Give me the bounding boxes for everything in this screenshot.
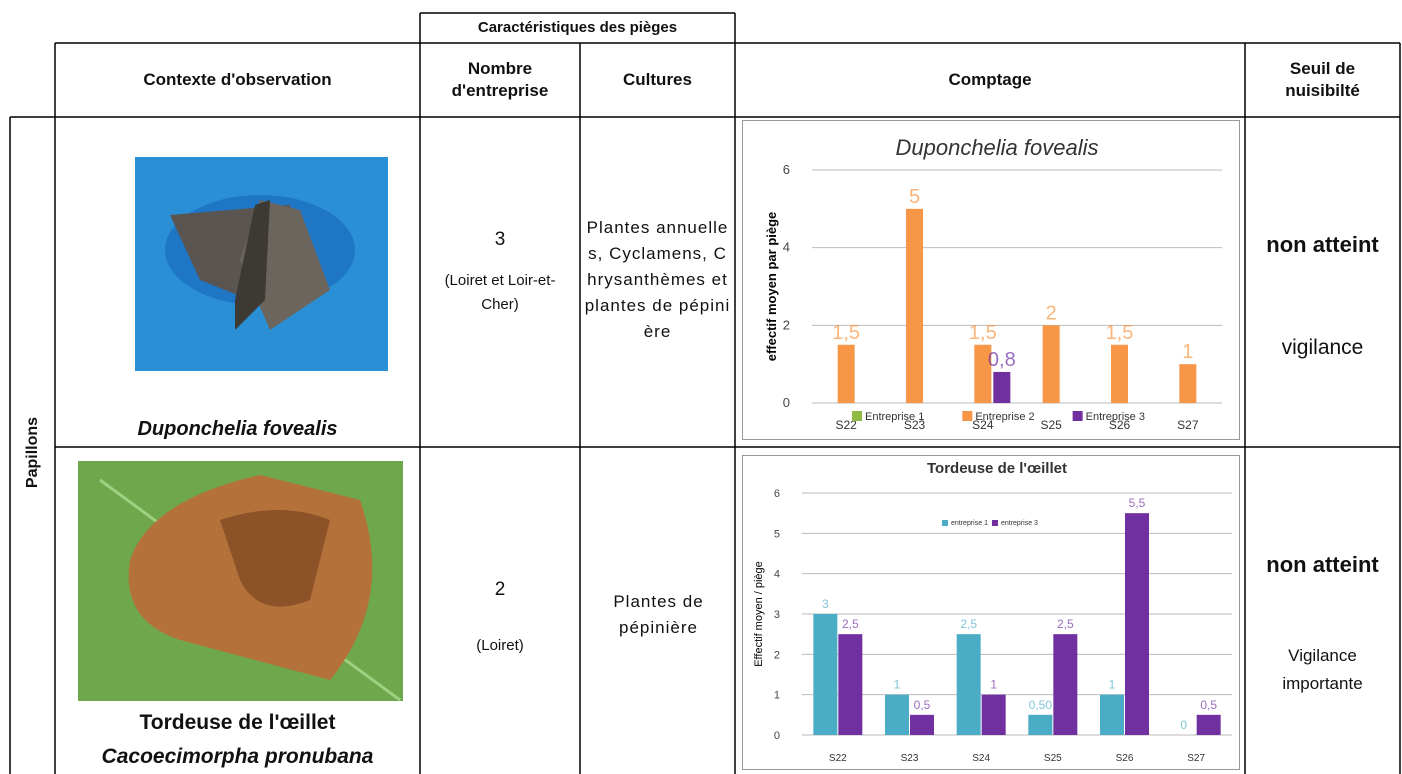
header: Nombre d'entreprise <box>420 43 580 117</box>
x-tick-label: S27 <box>1177 418 1199 432</box>
legend-swatch <box>962 411 972 421</box>
legend-label: Entreprise 1 <box>865 411 924 423</box>
y-axis-label: Effectif moyen / piège <box>753 561 765 667</box>
data-label: 1 <box>990 678 997 692</box>
legend-label: entreprise 1 <box>951 520 988 527</box>
bar <box>1111 345 1128 403</box>
threshold: non atteint <box>1255 205 1390 285</box>
data-label: 1,5 <box>832 322 860 344</box>
legend-swatch <box>1073 411 1083 421</box>
group-header: Caractéristiques des pièges <box>420 13 735 43</box>
header: Seuil de nuisibilté <box>1255 43 1390 117</box>
bar <box>982 695 1006 735</box>
page: {"table":{ "group_header":"Caractéristiq… <box>0 0 1402 774</box>
y-tick-label: 6 <box>774 488 780 500</box>
header: Comptage <box>735 43 1245 117</box>
data-label: 2,5 <box>1057 617 1074 631</box>
data-label: 1 <box>1182 341 1193 363</box>
data-label: 2,5 <box>960 617 977 631</box>
legend-label: entreprise 3 <box>1001 520 1038 527</box>
data-label: 1,5 <box>1106 322 1134 344</box>
legend-swatch <box>852 411 862 421</box>
threshold: non atteint <box>1255 525 1390 605</box>
data-label: 0 <box>1180 718 1187 732</box>
legend-label: Entreprise 3 <box>1086 411 1145 423</box>
data-label: 0,50 <box>1029 698 1053 712</box>
x-tick-label: S26 <box>1116 753 1134 764</box>
data-label: 5 <box>909 186 920 208</box>
count: 3 <box>420 225 580 255</box>
bar <box>885 695 909 735</box>
x-tick-label: S27 <box>1187 753 1205 764</box>
bar <box>1053 634 1077 735</box>
x-tick-label: S25 <box>1040 418 1062 432</box>
data-label: 1,5 <box>969 322 997 344</box>
bar <box>906 209 923 403</box>
species-name: Duponchelia fovealis <box>55 412 420 447</box>
y-tick-label: 2 <box>783 317 790 332</box>
y-tick-label: 6 <box>783 162 790 177</box>
y-tick-label: 4 <box>783 240 790 255</box>
bar <box>1197 715 1221 735</box>
bar <box>1100 695 1124 735</box>
data-label: 2 <box>1046 302 1057 324</box>
data-label: 1 <box>894 678 901 692</box>
y-tick-label: 2 <box>774 649 780 661</box>
bar <box>910 715 934 735</box>
bar <box>1043 325 1060 403</box>
threshold-note: vigilance <box>1245 330 1400 366</box>
bar <box>813 614 837 735</box>
chart-title: Duponchelia fovealis <box>895 135 1098 160</box>
count-note: (Loiret) <box>420 630 580 660</box>
data-label: 2,5 <box>842 617 859 631</box>
data-label: 0,8 <box>988 349 1016 371</box>
y-tick-label: 1 <box>774 690 780 702</box>
data-label: 5,5 <box>1129 496 1146 510</box>
header: Contexte d'observation <box>55 43 420 117</box>
legend-swatch <box>992 520 998 526</box>
y-tick-label: 0 <box>783 395 790 410</box>
y-tick-label: 4 <box>774 569 780 581</box>
cultures: Plantes annuelles, Cyclamens, Chrysanthè… <box>584 170 731 390</box>
data-label: 1 <box>1109 678 1116 692</box>
y-tick-label: 0 <box>774 730 780 742</box>
chart: Duponchelia fovealis effectif moyen par p… <box>742 120 1240 440</box>
y-tick-label: 5 <box>774 528 780 540</box>
legend-label: Entreprise 2 <box>975 411 1034 423</box>
y-axis-label: effectif moyen par piège <box>764 212 779 362</box>
count-note: (Loiret et Loir-et-Cher) <box>430 268 570 318</box>
bar <box>838 345 855 403</box>
chart-title: Tordeuse de l'œillet <box>927 460 1067 477</box>
chart: Tordeuse de l'œillet Effectif moyen / piè… <box>742 455 1240 770</box>
data-label: 0,5 <box>914 698 931 712</box>
bar <box>1028 715 1052 735</box>
bar <box>1125 513 1149 735</box>
y-tick-label: 3 <box>774 609 780 621</box>
cultures: Plantes de pépinière <box>590 585 727 645</box>
side-label: Papillons <box>10 280 55 625</box>
x-tick-label: S24 <box>972 753 990 764</box>
bar <box>993 372 1010 403</box>
count: 2 <box>420 575 580 605</box>
species-name: Tordeuse de l'œillet <box>55 705 420 740</box>
legend-swatch <box>942 520 948 526</box>
x-tick-label: S22 <box>829 753 847 764</box>
bar <box>1179 364 1196 403</box>
bar <box>957 634 981 735</box>
data-label: 0,5 <box>1200 698 1217 712</box>
species-latin: Cacoecimorpha pronubana <box>55 740 420 774</box>
header: Cultures <box>580 43 735 117</box>
x-tick-label: S25 <box>1044 753 1062 764</box>
x-tick-label: S23 <box>901 753 919 764</box>
data-label: 3 <box>822 597 829 611</box>
bar <box>838 634 862 735</box>
threshold-note: Vigilance importante <box>1250 640 1395 700</box>
